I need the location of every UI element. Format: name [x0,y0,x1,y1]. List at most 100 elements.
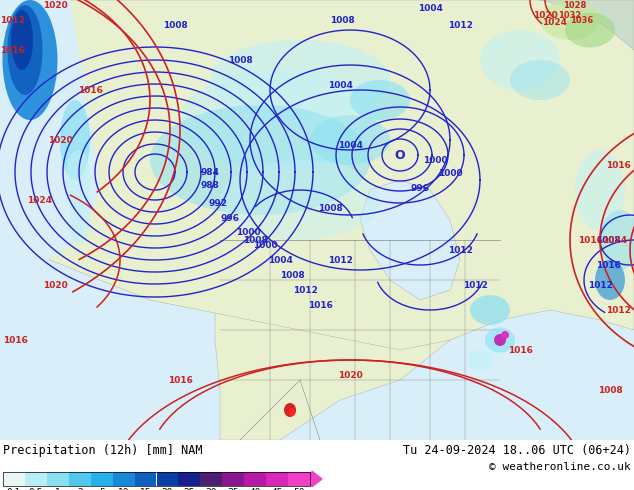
Ellipse shape [180,70,380,170]
Text: 45: 45 [271,488,283,490]
Text: 0.5: 0.5 [29,488,43,490]
Bar [3,472,25,486]
Text: 50: 50 [294,488,305,490]
Text: 35: 35 [228,488,239,490]
Ellipse shape [210,40,390,120]
Ellipse shape [480,30,560,90]
Bar [200,472,223,486]
Bar [178,472,200,486]
Text: 992: 992 [209,198,228,207]
Text: 1020: 1020 [338,370,363,380]
Text: Tu 24-09-2024 18..06 UTC (06+24): Tu 24-09-2024 18..06 UTC (06+24) [403,444,631,457]
Bar [266,472,288,486]
Bar [47,472,68,486]
Text: 988: 988 [200,180,219,190]
Bar [113,472,134,486]
Ellipse shape [485,327,515,352]
Text: 984: 984 [200,168,219,176]
Text: 1012: 1012 [605,305,630,315]
Text: 1000: 1000 [253,241,277,249]
Text: 15: 15 [139,488,152,490]
Text: 1008: 1008 [598,386,623,394]
Text: 1012: 1012 [448,21,472,29]
Ellipse shape [65,150,91,210]
Text: 996: 996 [221,214,240,222]
Text: 1016: 1016 [508,345,533,354]
Text: 1016: 1016 [595,261,621,270]
Text: 1000: 1000 [437,169,462,177]
Text: 1024: 1024 [543,18,567,26]
Text: 1020: 1020 [533,10,557,20]
Bar [25,472,47,486]
Text: 1008: 1008 [243,236,268,245]
Bar [91,472,113,486]
Ellipse shape [11,10,33,70]
Text: 1008: 1008 [595,236,621,245]
Ellipse shape [510,60,570,100]
Text: 1016: 1016 [0,46,25,54]
Ellipse shape [540,0,600,40]
Ellipse shape [467,350,493,370]
Text: 1016: 1016 [3,336,27,344]
Text: 1016: 1016 [578,236,602,245]
Ellipse shape [288,408,295,416]
Ellipse shape [70,195,90,245]
Bar [157,472,178,486]
Text: 1008: 1008 [163,21,188,29]
Polygon shape [195,0,510,440]
Text: 1008: 1008 [318,203,342,213]
Ellipse shape [350,80,410,120]
Ellipse shape [220,160,380,240]
Text: 1000: 1000 [423,155,448,165]
Polygon shape [360,180,460,300]
Text: 996: 996 [410,184,429,193]
Text: 1028: 1028 [564,0,586,9]
Text: 5: 5 [99,488,105,490]
Ellipse shape [595,260,625,300]
Ellipse shape [494,334,506,346]
Text: 30: 30 [205,488,217,490]
Text: 1012: 1012 [0,16,25,24]
Text: 1036: 1036 [571,16,593,24]
Ellipse shape [150,105,370,215]
Text: 1012: 1012 [448,245,472,254]
Text: 1008: 1008 [330,16,354,24]
Text: 1004: 1004 [337,141,363,149]
Ellipse shape [501,331,509,339]
Ellipse shape [575,150,625,230]
Bar [134,472,157,486]
Text: 20: 20 [162,488,173,490]
Ellipse shape [8,5,42,95]
Polygon shape [540,0,634,50]
Text: 1004: 1004 [268,255,292,265]
Text: 1008: 1008 [228,55,252,65]
Text: 1020: 1020 [42,280,67,290]
Text: 1032: 1032 [559,10,581,20]
Text: Precipitation (12h) [mm] NAM: Precipitation (12h) [mm] NAM [3,444,202,457]
Polygon shape [0,0,100,290]
Text: 1024: 1024 [602,236,628,245]
Ellipse shape [565,13,615,48]
Bar [3,472,310,486]
Ellipse shape [600,210,634,270]
Text: 1012: 1012 [463,280,488,290]
Ellipse shape [60,100,90,180]
Bar [223,472,244,486]
Text: 1012: 1012 [588,280,612,290]
Text: © weatheronline.co.uk: © weatheronline.co.uk [489,462,631,472]
Text: 40: 40 [250,488,261,490]
Text: 10: 10 [118,488,129,490]
Ellipse shape [3,0,58,120]
Bar [244,472,266,486]
Text: 1016: 1016 [77,86,103,95]
Ellipse shape [470,295,510,325]
Ellipse shape [310,115,390,165]
Text: 1024: 1024 [27,196,53,204]
Text: 1016: 1016 [167,375,193,385]
Text: O: O [395,148,405,162]
Text: 1020: 1020 [42,0,67,9]
Text: 1: 1 [55,488,61,490]
Text: 25: 25 [184,488,195,490]
Text: 1000: 1000 [236,227,261,237]
Text: 1020: 1020 [48,136,72,145]
